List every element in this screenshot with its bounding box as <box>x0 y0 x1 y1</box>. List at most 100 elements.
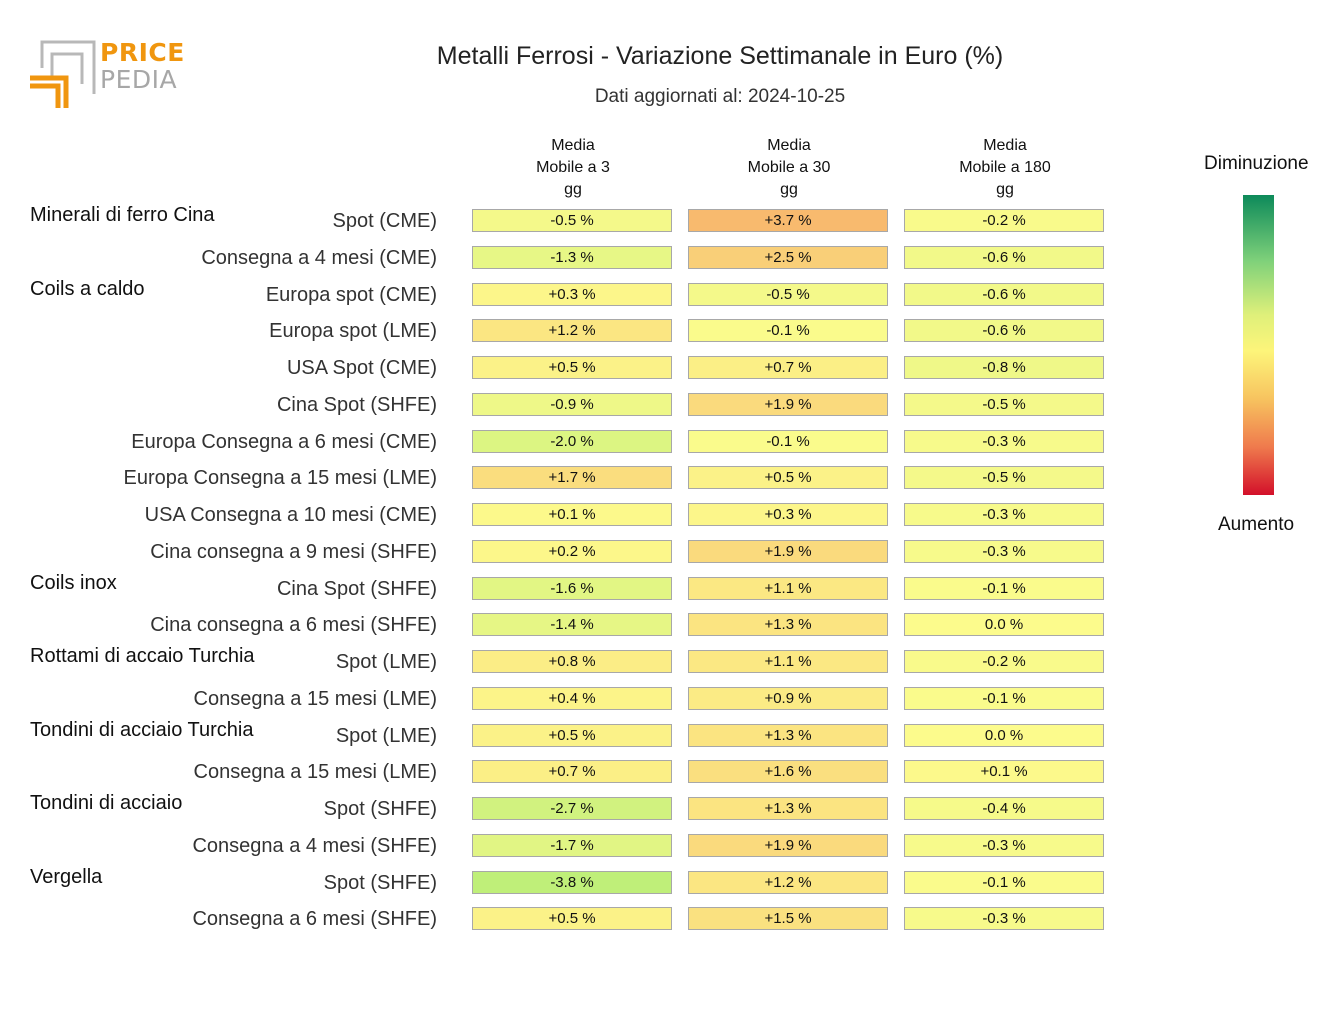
heatmap-cell: -0.2 % <box>904 209 1104 232</box>
column-header-30gg: Media Mobile a 30 gg <box>688 135 890 201</box>
row-label: USA Consegna a 10 mesi (CME) <box>144 504 437 526</box>
heatmap-cell: +0.7 % <box>688 356 888 379</box>
logo-text-price: PRICE <box>100 38 185 67</box>
legend-bottom-label: Aumento <box>1218 514 1295 535</box>
row-label: Consegna a 4 mesi (CME) <box>201 246 437 269</box>
heatmap-cell: +1.2 % <box>472 319 672 343</box>
chart-title: Metalli Ferrosi - Variazione Settimanale… <box>436 42 1004 70</box>
pricepedia-logo: PRICE PEDIA <box>28 38 198 110</box>
heatmap-cell: +0.1 % <box>472 503 672 526</box>
heatmap-cell: -1.4 % <box>472 613 672 637</box>
heatmap-cell: -3.8 % <box>472 870 672 894</box>
row-label: Cina consegna a 9 mesi (SHFE) <box>150 540 437 563</box>
heatmap-cell: -0.1 % <box>688 429 888 453</box>
heatmap-cell: -0.8 % <box>904 356 1104 379</box>
heatmap-cell: +0.5 % <box>472 907 672 931</box>
heatmap-cell: +1.5 % <box>688 907 888 931</box>
heatmap-cell: -0.1 % <box>688 319 888 343</box>
heatmap-cell: -0.3 % <box>904 907 1104 931</box>
heatmap-cell: -0.3 % <box>904 429 1104 453</box>
heatmap-cell: +1.9 % <box>688 539 888 563</box>
heatmap-cell: -0.9 % <box>472 392 672 416</box>
heatmap-cell: +0.5 % <box>472 356 672 379</box>
heatmap-cell: +1.3 % <box>688 797 888 820</box>
heatmap-cell: -1.7 % <box>472 833 672 857</box>
heatmap-cell: +1.6 % <box>688 760 888 784</box>
column-header-line: Mobile a 3 <box>536 159 610 176</box>
heatmap-cell: +2.5 % <box>688 245 888 269</box>
row-label: Consegna a 4 mesi (SHFE) <box>192 834 437 857</box>
row-label: Spot (SHFE) <box>323 871 437 894</box>
heatmap-cell: +1.7 % <box>472 466 672 490</box>
heatmap-cell: +0.5 % <box>688 466 888 490</box>
heatmap-cell: 0.0 % <box>904 723 1104 747</box>
heatmap-cell: -0.5 % <box>904 466 1104 490</box>
logo-mark-icon <box>30 40 96 108</box>
heatmap-cell: +1.1 % <box>688 650 888 673</box>
row-label: Cina Spot (SHFE) <box>276 393 437 416</box>
column-header-line: Media <box>767 137 811 154</box>
heatmap-cell: -1.6 % <box>472 576 672 600</box>
row-label: Consegna a 15 mesi (LME) <box>193 761 437 784</box>
row-label: Spot (LME) <box>335 651 437 673</box>
row-group-label: Tondini di acciaio Turchia <box>30 718 254 741</box>
heatmap-cell: +0.1 % <box>904 760 1104 784</box>
heatmap-cell: +1.3 % <box>688 723 888 747</box>
heatmap-cell: 0.0 % <box>904 613 1104 637</box>
row-label: Europa Consegna a 15 mesi (LME) <box>123 467 438 490</box>
column-header-line: gg <box>564 181 582 198</box>
heatmap-cell: -0.5 % <box>904 392 1104 416</box>
heatmap-cell: -0.4 % <box>904 797 1104 820</box>
heatmap-cell: -0.2 % <box>904 650 1104 673</box>
heatmap-cell: +0.5 % <box>472 723 672 747</box>
legend-top-label: Diminuzione <box>1204 153 1309 174</box>
heatmap-cell: +1.9 % <box>688 833 888 857</box>
heatmap-cell: +3.7 % <box>688 209 888 232</box>
row-label: Spot (CME) <box>332 210 437 232</box>
column-header-line: Mobile a 180 <box>959 159 1051 176</box>
heatmap-cell: -0.1 % <box>904 686 1104 710</box>
row-label: Spot (LME) <box>335 724 437 747</box>
heatmap-cell: +0.7 % <box>472 760 672 784</box>
heatmap-cell: -0.6 % <box>904 245 1104 269</box>
heatmap-cell: -0.6 % <box>904 319 1104 343</box>
row-label: Cina consegna a 6 mesi (SHFE) <box>150 614 437 637</box>
row-label: Consegna a 15 mesi (LME) <box>193 687 437 710</box>
heatmap-cell: -1.3 % <box>472 245 672 269</box>
row-group-label: Coils inox <box>30 571 117 594</box>
heatmap-cell: +1.2 % <box>688 870 888 894</box>
row-group-label: Tondini di acciaio <box>30 792 183 814</box>
row-group-label: Rottami di accaio Turchia <box>30 645 255 667</box>
heatmap-cell: +0.2 % <box>472 539 672 563</box>
row-label: Spot (SHFE) <box>323 798 437 820</box>
chart-subtitle: Dati aggiornati al: 2024-10-25 <box>594 86 846 107</box>
heatmap-cell: -2.7 % <box>472 797 672 820</box>
heatmap-cell: -0.6 % <box>904 282 1104 306</box>
column-header-180gg: Media Mobile a 180 gg <box>904 135 1106 201</box>
heatmap-cell: -0.1 % <box>904 576 1104 600</box>
row-label: Europa spot (CME) <box>265 283 437 306</box>
column-header-line: gg <box>780 181 798 198</box>
column-header-line: Mobile a 30 <box>747 159 831 176</box>
heatmap-cell: +1.3 % <box>688 613 888 637</box>
heatmap-cell: +0.3 % <box>688 503 888 526</box>
column-header-line: Media <box>983 137 1027 154</box>
row-label: Europa spot (LME) <box>269 320 437 343</box>
heatmap-cell: -0.5 % <box>688 282 888 306</box>
heatmap-cell: -0.3 % <box>904 539 1104 563</box>
heatmap-cell: -0.5 % <box>472 209 672 232</box>
heatmap-cell: +0.8 % <box>472 650 672 673</box>
heatmap-cell: +1.1 % <box>688 576 888 600</box>
column-header-line: gg <box>996 181 1014 198</box>
legend-color-bar <box>1243 195 1274 495</box>
heatmap-cell: -0.3 % <box>904 503 1104 526</box>
column-header-line: Media <box>551 137 595 154</box>
heatmap-cell: -0.1 % <box>904 870 1104 894</box>
row-label: USA Spot (CME) <box>286 357 437 379</box>
row-label: Europa Consegna a 6 mesi (CME) <box>131 430 437 453</box>
row-group-label: Coils a caldo <box>30 277 145 300</box>
heatmap-cell: +0.3 % <box>472 282 672 306</box>
column-header-3gg: Media Mobile a 3 gg <box>472 135 674 201</box>
row-label: Consegna a 6 mesi (SHFE) <box>192 908 437 931</box>
logo-text-pedia: PEDIA <box>100 65 178 94</box>
